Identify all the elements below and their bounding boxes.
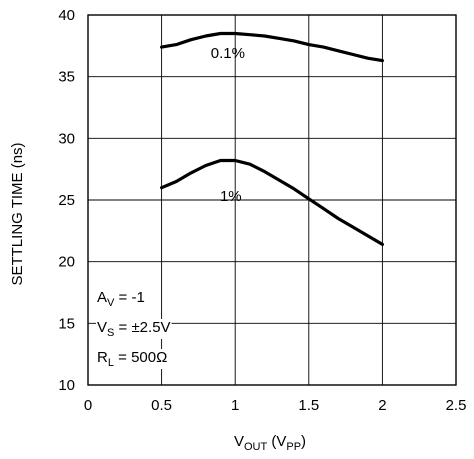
curve-annotation: 1% bbox=[220, 188, 242, 205]
series-line-1 bbox=[160, 158, 384, 246]
condition-line: AV = -1 bbox=[97, 289, 145, 309]
x-tick-label: 1.5 bbox=[298, 397, 319, 414]
x-tick-label: 2.5 bbox=[446, 397, 467, 414]
curve-annotation: 0.1% bbox=[211, 45, 245, 62]
series-lines bbox=[160, 31, 384, 246]
y-tick-label: 25 bbox=[58, 192, 75, 209]
condition-line: VS = ±2.5V bbox=[97, 319, 171, 339]
condition-backdrop bbox=[96, 289, 146, 309]
series-line-0 bbox=[160, 31, 384, 63]
y-tick-labels: 10 15 20 25 30 35 40 bbox=[58, 7, 75, 394]
condition-backdrop bbox=[96, 349, 169, 369]
y-tick-label: 15 bbox=[58, 315, 75, 332]
x-tick-label: 0 bbox=[84, 397, 92, 414]
y-tick-label: 10 bbox=[58, 377, 75, 394]
y-tick-label: 20 bbox=[58, 254, 75, 271]
x-tick-label: 0.5 bbox=[151, 397, 172, 414]
condition-line: RL = 500Ω bbox=[97, 349, 167, 369]
curve-annotations: 0.1% 1% bbox=[211, 45, 245, 205]
y-tick-label: 35 bbox=[58, 69, 75, 86]
condition-backdrop bbox=[96, 319, 172, 339]
test-conditions: AV = -1 VS = ±2.5V RL = 500Ω bbox=[96, 289, 172, 369]
y-axis-label: SETTLING TIME (ns) bbox=[9, 142, 26, 285]
x-tick-label: 2 bbox=[378, 397, 386, 414]
x-axis-label: VOUT (VPP) bbox=[234, 433, 306, 453]
x-tick-label: 1 bbox=[231, 397, 239, 414]
x-tick-labels: 0 0.5 1 1.5 2 2.5 bbox=[84, 397, 467, 414]
y-tick-label: 40 bbox=[58, 7, 75, 24]
y-tick-label: 30 bbox=[58, 130, 75, 147]
plot-frame bbox=[87, 14, 457, 386]
